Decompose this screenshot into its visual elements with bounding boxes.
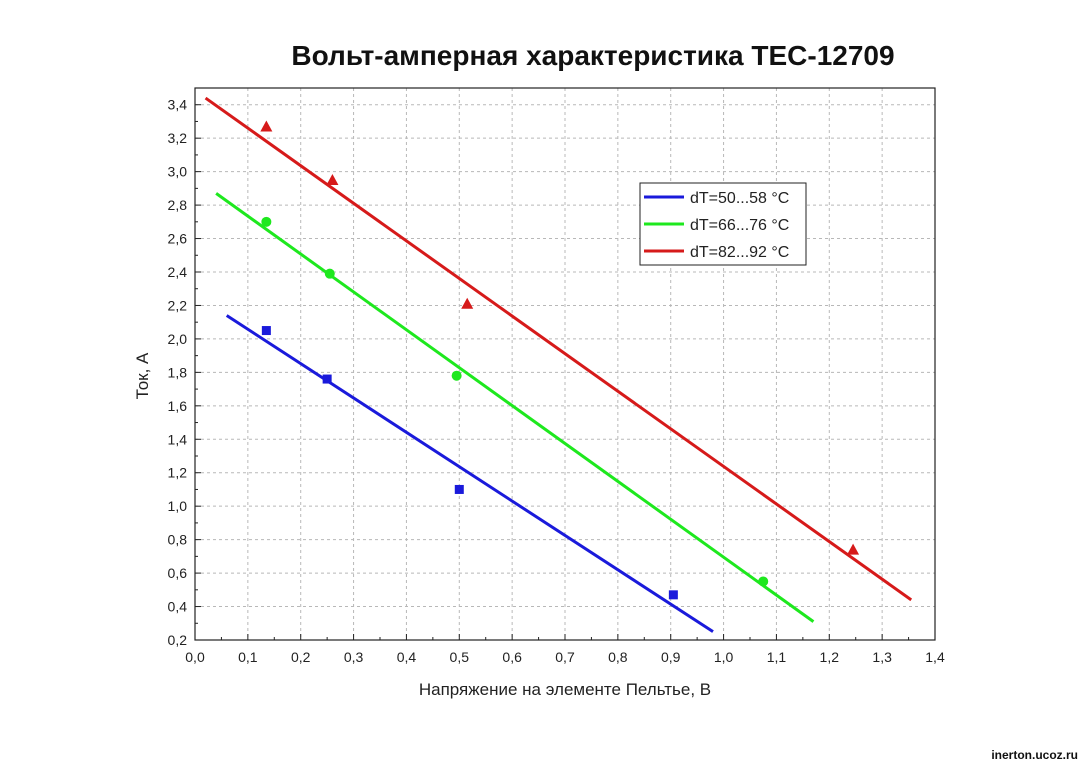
fit-line xyxy=(204,96,913,602)
x-tick-label: 1,3 xyxy=(872,649,892,665)
data-point xyxy=(461,297,474,309)
watermark: inerton.ucoz.ru xyxy=(991,748,1078,762)
y-tick-label: 0,8 xyxy=(168,532,188,548)
fit-line xyxy=(225,314,714,633)
x-tick-label: 0,0 xyxy=(185,649,205,665)
data-point xyxy=(261,216,272,227)
y-tick-label: 1,2 xyxy=(168,465,188,481)
series-group xyxy=(204,96,913,633)
data-point xyxy=(260,120,273,132)
x-tick-label: 0,1 xyxy=(238,649,258,665)
series-1 xyxy=(225,314,714,633)
chart-title: Вольт-амперная характеристика TEC-12709 xyxy=(291,40,894,71)
data-point xyxy=(324,268,335,279)
y-tick-label: 2,0 xyxy=(168,331,188,347)
x-tick-label: 0,4 xyxy=(397,649,417,665)
series-2 xyxy=(215,192,815,623)
data-point xyxy=(668,590,678,600)
legend: dT=50...58 °C dT=66...76 °C dT=82...92 °C xyxy=(639,182,807,266)
y-axis-label: Ток, А xyxy=(133,352,152,399)
x-tick-label: 0,9 xyxy=(661,649,681,665)
data-point xyxy=(322,374,332,384)
data-point xyxy=(261,326,271,336)
y-tick-label: 2,2 xyxy=(168,297,188,313)
y-tick-label: 2,6 xyxy=(168,231,188,247)
x-tick-label: 1,2 xyxy=(820,649,840,665)
y-tick-label: 0,6 xyxy=(168,565,188,581)
series-3 xyxy=(204,96,913,602)
y-tick-label: 1,4 xyxy=(168,431,188,447)
y-axis: 0,2 0,4 0,6 0,8 1,0 1,2 1,4 1,6 1,8 2,0 2,2 2,4 2,6 2… xyxy=(168,87,201,648)
x-tick-label: 1,4 xyxy=(925,649,945,665)
x-tick-label: 1,1 xyxy=(767,649,787,665)
y-tick-label: 2,4 xyxy=(168,264,188,280)
y-tick-label: 3,0 xyxy=(168,164,188,180)
y-tick-label: 1,6 xyxy=(168,398,188,414)
x-tick-label: 0,8 xyxy=(608,649,628,665)
data-point xyxy=(326,174,339,185)
y-tick-label: 2,8 xyxy=(168,197,188,213)
data-point xyxy=(451,370,462,381)
y-tick-label: 1,0 xyxy=(168,498,188,514)
x-tick-label: 0,3 xyxy=(344,649,364,665)
x-tick-label: 0,2 xyxy=(291,649,311,665)
data-point xyxy=(454,484,464,494)
y-tick-label: 0,4 xyxy=(168,599,188,615)
x-tick-label: 0,6 xyxy=(502,649,522,665)
legend-label: dT=50...58 °C xyxy=(690,190,789,207)
x-axis-label: Напряжение на элементе Пельтье, В xyxy=(419,680,711,699)
x-tick-label: 1,0 xyxy=(714,649,734,665)
fit-line xyxy=(215,192,815,623)
legend-label: dT=82...92 °C xyxy=(690,244,789,261)
legend-label: dT=66...76 °C xyxy=(690,217,789,234)
data-point xyxy=(847,543,860,555)
data-point xyxy=(758,576,769,587)
x-tick-label: 0,5 xyxy=(450,649,470,665)
y-tick-label: 1,8 xyxy=(168,364,188,380)
y-tick-label: 3,2 xyxy=(168,130,188,146)
y-tick-label: 3,4 xyxy=(168,97,188,113)
x-axis: 0,0 0,1 0,2 0,3 0,4 0,5 0,6 0,7 0,8 0,9 1,0 1,1 1,2 1… xyxy=(185,634,945,665)
y-tick-label: 0,2 xyxy=(168,632,188,648)
x-tick-label: 0,7 xyxy=(555,649,575,665)
